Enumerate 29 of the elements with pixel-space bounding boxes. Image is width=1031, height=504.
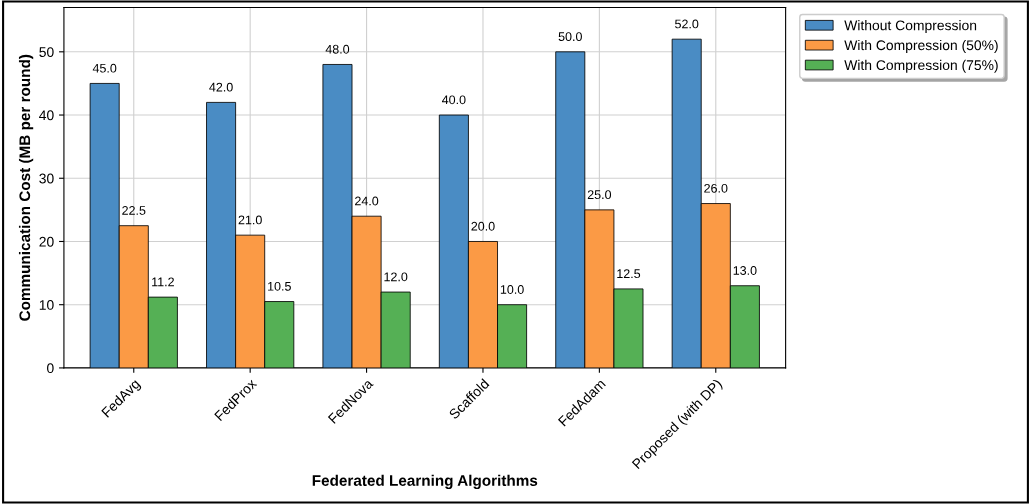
legend-label: With Compression (50%) — [844, 39, 998, 53]
data-label: 12.0 — [384, 272, 408, 282]
data-label: 42.0 — [209, 82, 233, 92]
data-label: 21.0 — [238, 215, 262, 225]
data-label: 13.0 — [733, 266, 757, 275]
data-label: 11.2 — [152, 277, 174, 287]
data-label: 10.5 — [268, 281, 291, 291]
data-label: 22.5 — [122, 206, 146, 215]
data-label: 52.0 — [675, 19, 699, 29]
y-tick-label: 0 — [47, 363, 54, 374]
data-label: 40.0 — [442, 95, 466, 105]
data-label: 24.0 — [355, 196, 379, 206]
data-label: 50.0 — [558, 32, 582, 42]
data-label: 25.0 — [587, 190, 612, 200]
x-axis-title: Federated Learning Algorithms — [312, 474, 538, 490]
data-label: 12.5 — [617, 269, 641, 279]
y-tick-label: 20 — [39, 236, 54, 247]
data-label: 20.0 — [471, 221, 495, 231]
legend-label: Without Compression — [844, 20, 977, 34]
data-label: 26.0 — [704, 183, 728, 193]
y-tick-label: 50 — [39, 47, 54, 57]
y-tick-label: 40 — [39, 110, 54, 121]
y-axis-title: Communication Cost (MB per round) — [18, 54, 34, 321]
data-label: 48.0 — [325, 44, 350, 54]
data-label: 10.0 — [500, 285, 524, 294]
y-tick-label: 30 — [39, 173, 54, 184]
legend-label: With Compression (75%) — [844, 59, 998, 73]
y-tick-label: 10 — [39, 300, 54, 310]
data-label: 45.0 — [92, 63, 117, 73]
